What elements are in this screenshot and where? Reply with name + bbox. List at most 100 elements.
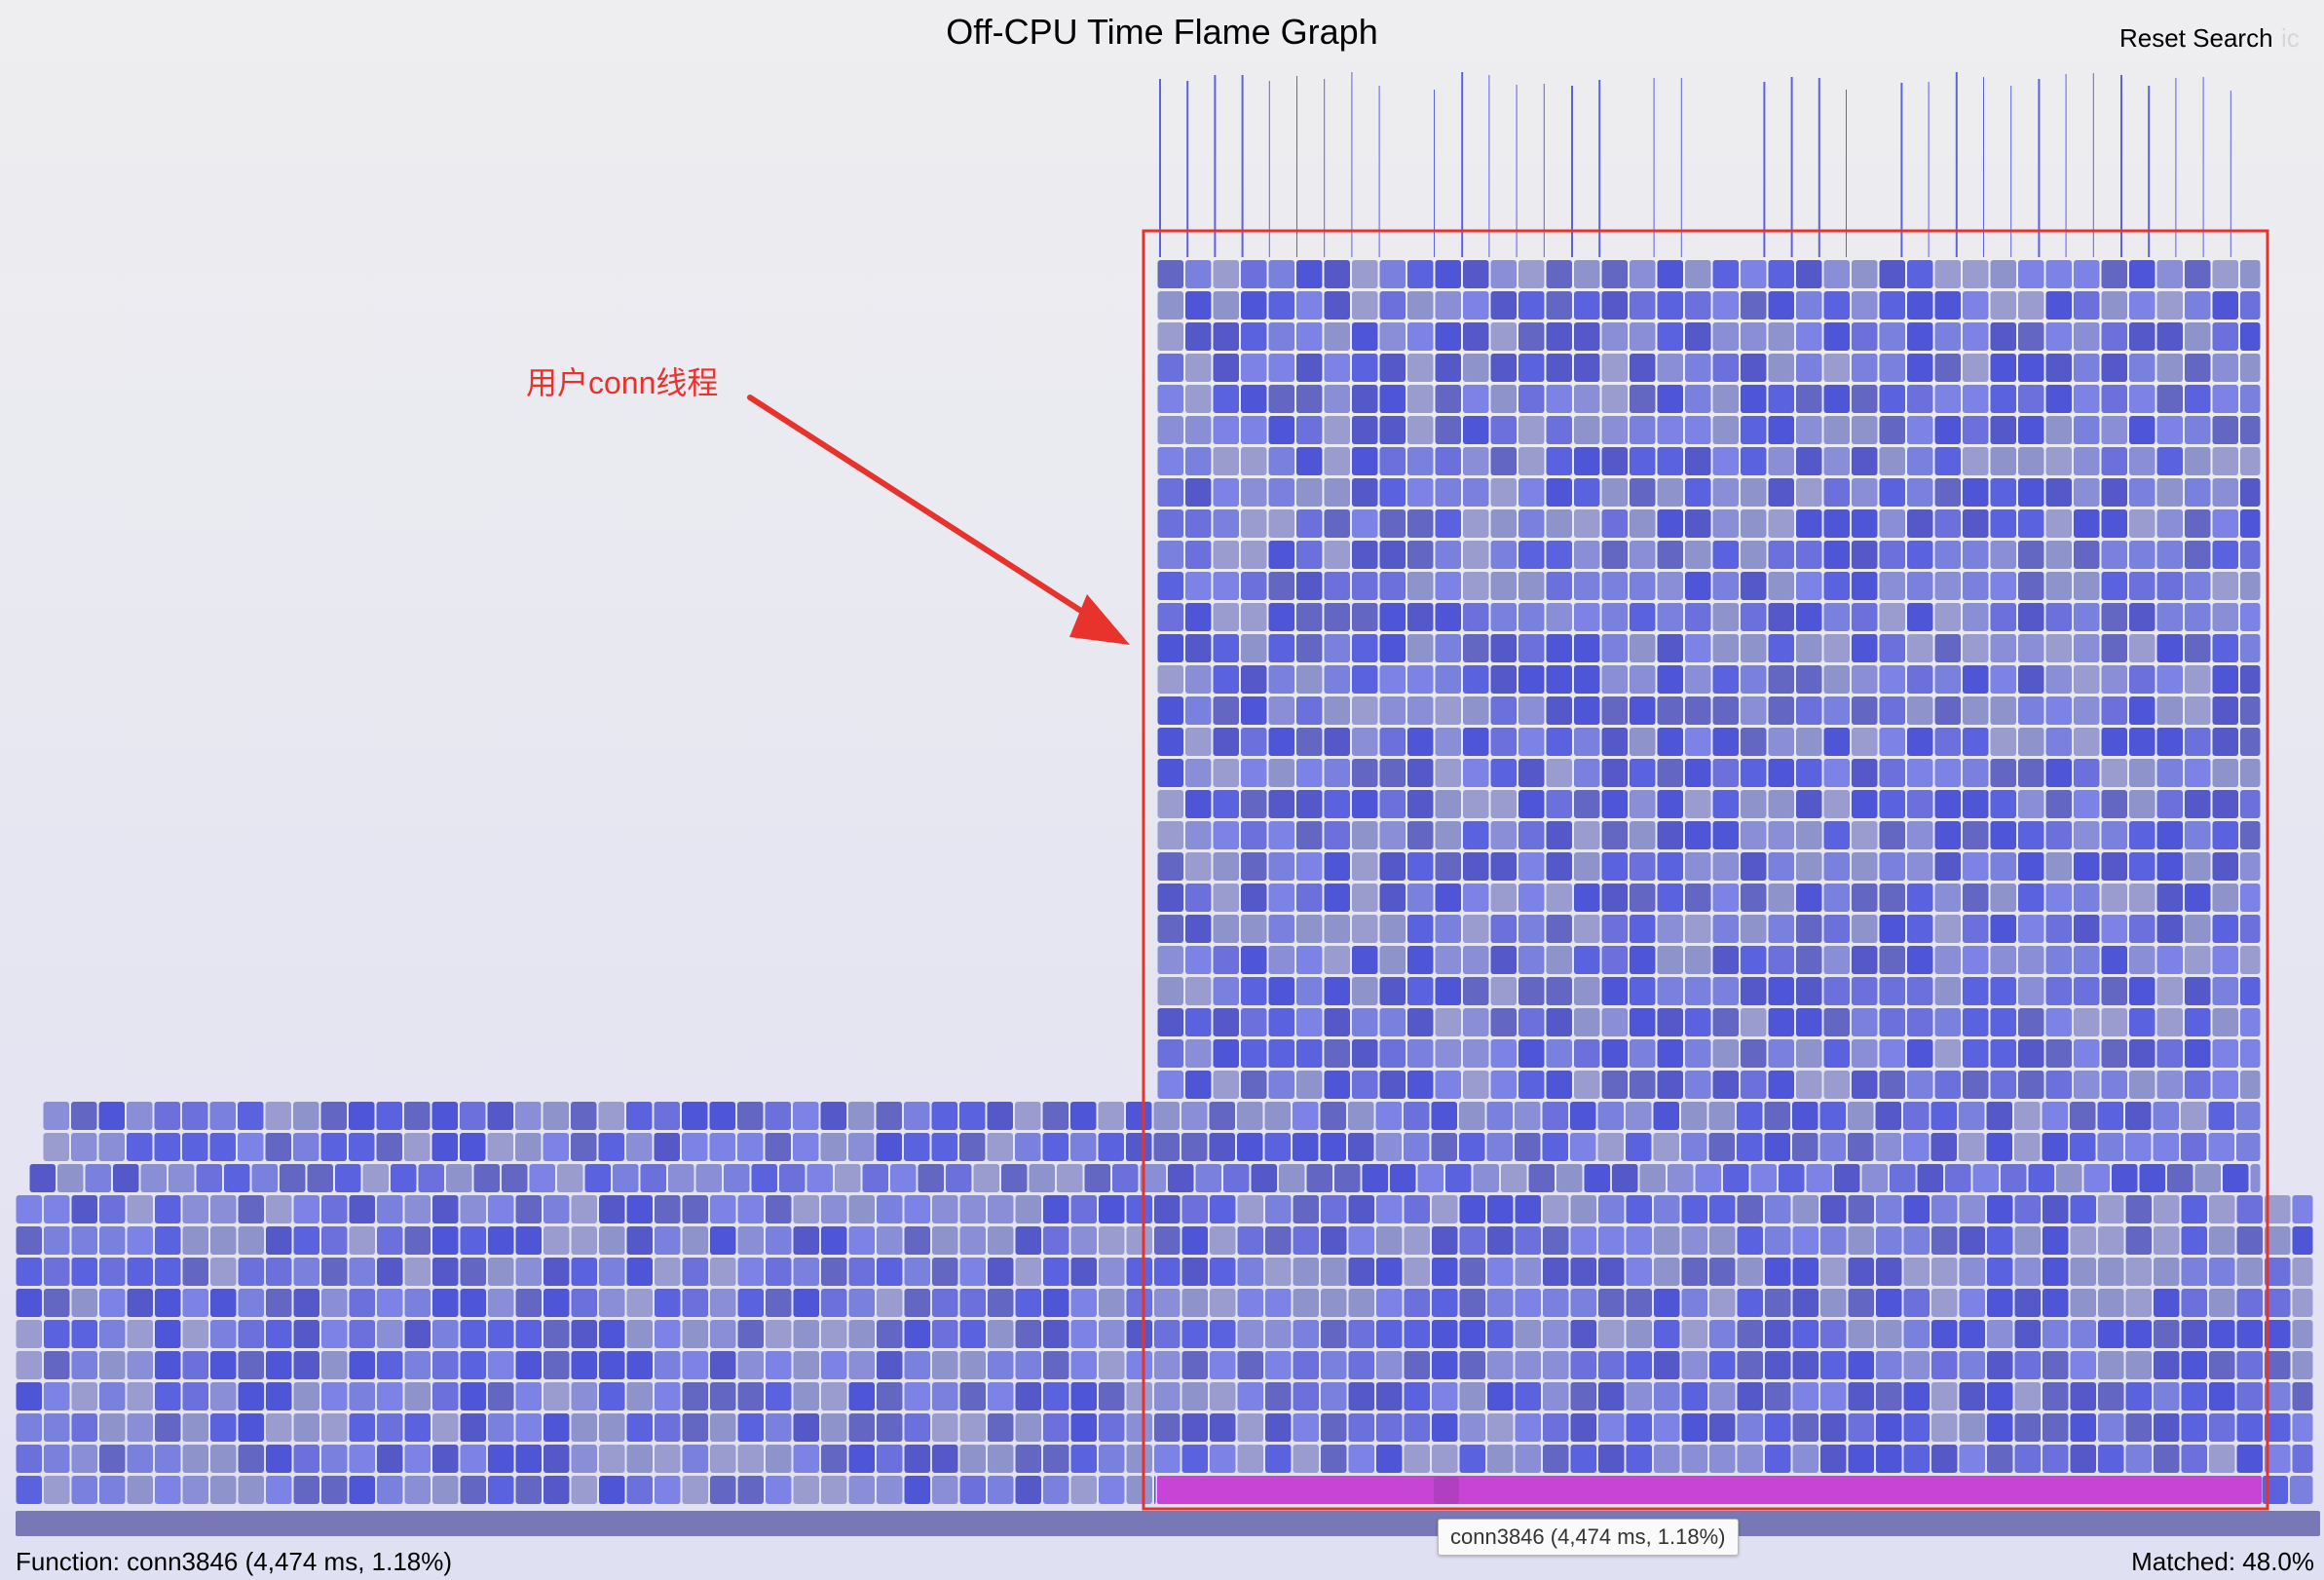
flame-frame[interactable]	[2070, 1195, 2097, 1223]
flame-frame[interactable]	[1407, 416, 1434, 444]
flame-frame[interactable]	[1185, 759, 1212, 787]
flame-frame[interactable]	[1296, 1071, 1323, 1099]
flame-frame[interactable]	[1709, 1320, 1736, 1348]
flame-frame[interactable]	[737, 1445, 765, 1473]
flame-frame[interactable]	[2185, 790, 2211, 818]
flame-frame[interactable]	[1154, 1289, 1181, 1317]
flame-frame[interactable]	[793, 1133, 819, 1161]
flame-frame[interactable]	[1903, 1195, 1930, 1223]
flame-frame[interactable]	[1296, 541, 1323, 569]
flame-frame[interactable]	[2236, 1445, 2264, 1473]
flame-frame[interactable]	[460, 1320, 487, 1348]
flame-frame[interactable]	[1490, 728, 1518, 756]
flame-frame[interactable]	[1407, 478, 1434, 507]
flame-frame[interactable]	[1796, 821, 1822, 849]
flame-frame[interactable]	[154, 1133, 181, 1161]
flame-frame[interactable]	[404, 1226, 431, 1255]
flame-frame[interactable]	[2212, 790, 2239, 818]
flame-frame[interactable]	[2181, 1226, 2208, 1255]
flame-frame[interactable]	[1653, 1102, 1680, 1130]
flame-frame[interactable]	[1963, 291, 1989, 320]
flame-frame[interactable]	[2043, 1320, 2069, 1348]
flame-frame[interactable]	[1379, 915, 1406, 943]
flame-frame[interactable]	[209, 1102, 237, 1130]
flame-frame[interactable]	[1293, 1133, 1319, 1161]
flame-frame[interactable]	[848, 1226, 876, 1255]
flame-frame[interactable]	[1459, 1351, 1486, 1379]
flame-frame[interactable]	[1407, 603, 1434, 631]
flame-frame[interactable]	[1213, 260, 1240, 288]
flame-frame[interactable]	[2045, 509, 2073, 538]
flame-frame[interactable]	[1015, 1351, 1042, 1379]
flame-frame[interactable]	[1463, 416, 1489, 444]
flame-frame[interactable]	[1764, 1133, 1791, 1161]
flame-frame[interactable]	[1630, 946, 1656, 974]
flame-frame[interactable]	[2181, 1413, 2208, 1442]
flame-frame[interactable]	[1157, 447, 1184, 475]
flame-frame[interactable]	[2070, 1102, 2096, 1130]
flame-frame[interactable]	[1570, 1258, 1597, 1286]
flame-frame[interactable]	[1153, 1102, 1181, 1130]
flame-frame[interactable]	[988, 1289, 1014, 1317]
flame-frame[interactable]	[2101, 509, 2128, 538]
flame-frame[interactable]	[1768, 1071, 1795, 1099]
flame-frame[interactable]	[1324, 603, 1351, 631]
flame-frame[interactable]	[1792, 1351, 1819, 1379]
flame-frame[interactable]	[2185, 915, 2211, 943]
flame-frame[interactable]	[2101, 1039, 2128, 1068]
flame-frame[interactable]	[1463, 322, 1489, 351]
flame-frame[interactable]	[210, 1258, 237, 1286]
flame-frame[interactable]	[1601, 416, 1629, 444]
flame-frame[interactable]	[1473, 1164, 1500, 1192]
flame-frame[interactable]	[932, 1351, 958, 1379]
flame-frame[interactable]	[1185, 915, 1212, 943]
flame-frame[interactable]	[2292, 1382, 2313, 1411]
flame-frame[interactable]	[1407, 447, 1434, 475]
flame-frame[interactable]	[1768, 977, 1795, 1005]
flame-frame[interactable]	[682, 1351, 709, 1379]
flame-frame[interactable]	[1630, 260, 1656, 288]
flame-frame[interactable]	[1445, 1164, 1472, 1192]
flame-frame[interactable]	[1796, 790, 1822, 818]
flame-frame[interactable]	[1601, 728, 1629, 756]
flame-frame[interactable]	[1987, 1258, 2013, 1286]
flame-frame[interactable]	[182, 1289, 209, 1317]
flame-frame[interactable]	[1324, 509, 1351, 538]
flame-frame[interactable]	[2098, 1351, 2124, 1379]
flame-frame[interactable]	[1140, 1164, 1167, 1192]
flame-frame[interactable]	[2209, 1413, 2235, 1442]
flame-frame[interactable]	[1070, 1445, 1098, 1473]
flame-frame[interactable]	[1792, 1226, 1819, 1255]
flame-frame[interactable]	[515, 1320, 543, 1348]
flame-frame[interactable]	[1879, 634, 1906, 662]
flame-frame[interactable]	[1657, 260, 1684, 288]
flame-frame[interactable]	[1324, 385, 1351, 413]
flame-frame[interactable]	[99, 1382, 126, 1411]
flame-frame[interactable]	[404, 1102, 431, 1130]
flame-frame[interactable]	[1463, 354, 1489, 382]
flame-frame[interactable]	[1268, 665, 1295, 694]
flame-frame[interactable]	[182, 1445, 209, 1473]
flame-frame[interactable]	[655, 1351, 681, 1379]
flame-frame[interactable]	[321, 1226, 348, 1255]
flame-frame[interactable]	[1543, 1226, 1569, 1255]
flame-frame[interactable]	[1990, 1008, 2017, 1036]
flame-frame[interactable]	[2125, 1226, 2153, 1255]
flame-frame[interactable]	[1934, 541, 1962, 569]
flame-frame[interactable]	[1376, 1382, 1403, 1411]
flame-frame[interactable]	[2074, 852, 2100, 881]
flame-frame[interactable]	[1990, 977, 2017, 1005]
flame-frame[interactable]	[1823, 634, 1851, 662]
flame-frame[interactable]	[1768, 946, 1795, 974]
flame-frame[interactable]	[2181, 1102, 2207, 1130]
flame-frame[interactable]	[1379, 821, 1406, 849]
flame-frame[interactable]	[1934, 884, 1962, 912]
flame-frame[interactable]	[737, 1320, 765, 1348]
flame-frame[interactable]	[1931, 1258, 1958, 1286]
flame-frame[interactable]	[613, 1164, 639, 1192]
flame-frame[interactable]	[1934, 385, 1962, 413]
flame-frame[interactable]	[2125, 1102, 2152, 1130]
flame-frame[interactable]	[1990, 572, 2017, 600]
flame-frame[interactable]	[931, 1102, 958, 1130]
flame-frame[interactable]	[682, 1133, 708, 1161]
